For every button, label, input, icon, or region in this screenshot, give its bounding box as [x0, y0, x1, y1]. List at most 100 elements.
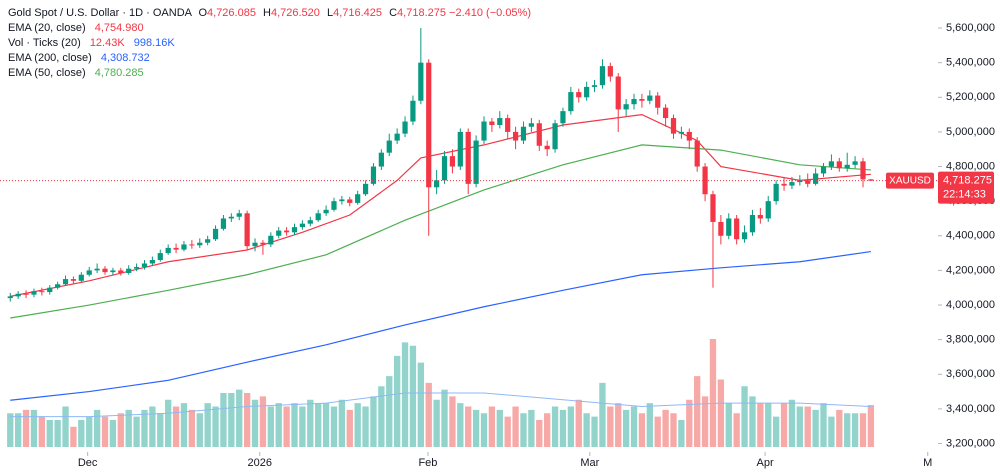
ohlc-value: 4,726.085	[207, 7, 256, 19]
volume-bar	[654, 416, 661, 447]
volume-bar	[425, 382, 432, 447]
candle-body	[836, 161, 842, 169]
volume-bar	[465, 406, 472, 447]
legend-row: EMA (20, close) 4,754.980	[8, 21, 531, 36]
candle-body	[347, 199, 353, 203]
volume-bar	[117, 413, 124, 447]
candle-body	[228, 216, 234, 219]
volume-bar	[386, 376, 393, 447]
price-tag-text: 4,718.275	[943, 175, 992, 187]
volume-bar	[694, 376, 701, 447]
candle-body	[599, 66, 606, 86]
candle-body	[820, 166, 827, 174]
volume-bar	[393, 355, 401, 447]
candle-body	[441, 156, 448, 181]
y-tick-label: 5,200,000	[946, 91, 995, 103]
candle-body	[528, 123, 534, 127]
candle-body	[860, 161, 866, 180]
indicator-name: EMA (200, close)	[8, 52, 92, 64]
x-tick-label: M	[923, 457, 932, 469]
volume-bar	[646, 403, 653, 447]
candle-body	[402, 121, 408, 134]
volume-bar	[528, 409, 535, 447]
volume-bar	[149, 406, 156, 447]
volume-bar	[622, 409, 630, 447]
change: −2.410 (−0.05%)	[449, 7, 531, 19]
volume-bar	[291, 403, 298, 447]
candle-body	[212, 228, 219, 240]
symbol-tag-text: XAUUSD	[889, 175, 931, 186]
ohlc-key: O	[198, 7, 208, 19]
candle-body	[734, 218, 740, 240]
volume-bar	[686, 399, 693, 447]
candle-body	[576, 92, 582, 98]
volume-bar	[725, 403, 732, 447]
y-tick-label: 3,800,000	[946, 334, 995, 346]
candle-body	[55, 284, 61, 288]
volume-bar	[417, 362, 424, 447]
price-tag	[938, 171, 994, 204]
ohlc-key: L	[326, 7, 334, 19]
candle-body	[481, 121, 487, 141]
volume-bar	[101, 416, 109, 447]
symbol-title: Gold Spot / U.S. Dollar · 1D · OANDA	[8, 7, 192, 19]
volume-ma-line	[10, 392, 871, 418]
volume-bar	[488, 406, 496, 447]
volume-bar	[378, 386, 385, 447]
candle-body	[126, 268, 132, 274]
candle-body	[449, 156, 456, 167]
ohlc-key: C	[389, 7, 398, 19]
candle-body	[686, 131, 692, 141]
candle-body	[757, 215, 763, 219]
candle-body	[765, 201, 771, 219]
candle-body	[741, 232, 748, 240]
candle-body	[813, 173, 819, 184]
candle-body	[220, 218, 227, 229]
volume-bar	[496, 409, 503, 447]
y-tick-label: 4,000,000	[946, 299, 995, 311]
candle-body	[236, 213, 242, 217]
candle-body	[434, 180, 440, 188]
candle-body	[362, 183, 369, 195]
candle-body	[678, 131, 684, 134]
volume-bar	[772, 416, 780, 447]
candle-body	[268, 235, 274, 245]
candle-body	[31, 291, 37, 295]
candle-body	[110, 270, 116, 273]
candle-body	[315, 213, 321, 221]
candle-body	[489, 121, 495, 125]
y-tick-label: 3,400,000	[946, 403, 995, 415]
candle-body	[244, 213, 250, 247]
candle-body	[615, 76, 621, 110]
volume-bar	[267, 406, 274, 447]
volume-bar	[662, 409, 669, 447]
candle-body	[805, 180, 811, 184]
y-tick-label: 3,600,000	[946, 368, 995, 380]
legend: Gold Spot / U.S. Dollar · 1D · OANDA O4,…	[8, 6, 531, 81]
candle-body	[749, 215, 756, 233]
candle-body	[307, 220, 313, 224]
volume-bar	[354, 403, 361, 447]
candle-body	[173, 247, 179, 250]
candle-body	[623, 104, 629, 110]
candle-body	[789, 182, 795, 186]
y-tick-label: 3,200,000	[946, 437, 995, 449]
volume-bar	[480, 413, 488, 447]
volume-bar	[338, 399, 346, 447]
volume-bar	[15, 413, 22, 447]
candle-body	[252, 242, 258, 247]
legend-row: EMA (50, close) 4,780.285	[8, 66, 531, 81]
candle-body	[299, 223, 306, 228]
volume-bar	[22, 409, 30, 447]
volume-bar	[851, 413, 859, 447]
candle-body	[536, 123, 542, 146]
y-tick-label: 5,400,000	[946, 57, 995, 69]
candle-body	[378, 152, 384, 167]
candle-body	[639, 99, 645, 101]
volume-bar	[283, 406, 290, 447]
volume-bar	[30, 409, 38, 447]
candle-body	[607, 66, 613, 77]
candle-body	[70, 279, 77, 281]
volume-bar	[670, 413, 677, 447]
volume-bar	[236, 389, 243, 447]
